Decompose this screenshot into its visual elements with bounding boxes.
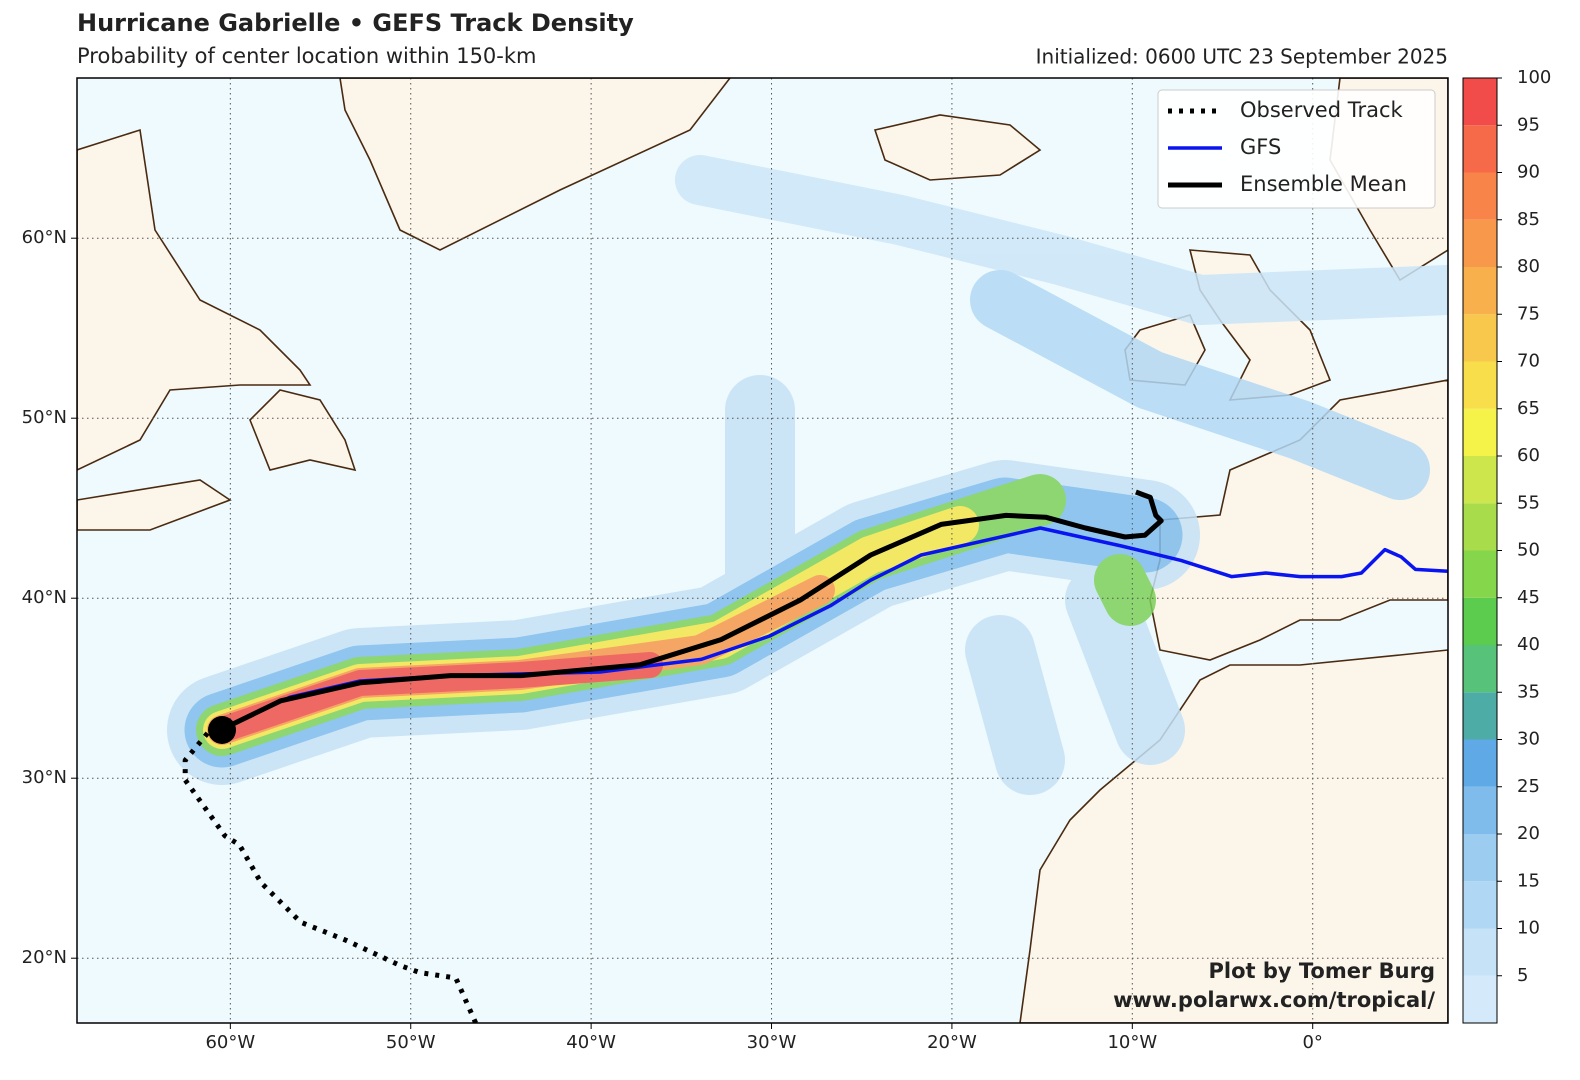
lon-label: 50°W [386,1032,436,1053]
colorbar-label: 35 [1517,681,1540,702]
colorbar-label: 65 [1517,398,1540,419]
colorbar-label: 25 [1517,776,1540,797]
initialized: Initialized: 0600 UTC 23 September 2025 [1036,45,1448,69]
map-frame [76,77,1449,1024]
colorbar-bin [1463,172,1497,220]
legend-label: Observed Track [1240,98,1403,122]
lon-label: 10°W [1107,1032,1157,1053]
lon-label: 30°W [747,1032,797,1053]
colorbar-bin [1463,597,1497,645]
credit-url: www.polarwx.com/tropical/ [1113,988,1435,1012]
lon-label: 60°W [205,1032,255,1053]
colorbar-label: 15 [1517,870,1540,891]
track [182,728,478,1023]
colorbar-bin [1463,881,1497,929]
colorbar-label: 50 [1517,540,1540,561]
legend: Observed Track GFS Ensemble Mean [1168,98,1407,196]
colorbar-bin [1463,503,1497,551]
credit: Plot by Tomer Burg [1209,959,1436,983]
graticule: 60°W 50°W 40°W 30°W 20°W 10°W 0° 20°N 30°N 40°N 50… [22,78,1448,1053]
lat-label: 20°N [22,947,67,968]
subtitle: Probability of center location within 15… [77,44,537,68]
colorbar-label: 60 [1517,445,1540,466]
colorbar-label: 70 [1517,351,1540,372]
track [220,489,1164,732]
lat-label: 60°N [22,227,67,248]
colorbar: 5 10 15 20 25 30 35 40 45 50 55 60 65 70 75 80 85 90 95 100 [1462,67,1551,1024]
colorbar-label: 85 [1517,209,1540,230]
colorbar-label: 45 [1517,587,1540,608]
colorbar-label: 30 [1517,729,1540,750]
colorbar-bin [1463,314,1497,362]
colorbar-label: 100 [1517,67,1551,88]
legend-box [1157,89,1436,209]
lat-label: 30°N [22,767,67,788]
lat-label: 40°N [22,587,67,608]
storm-position [208,716,236,744]
colorbar-bin [1463,786,1497,834]
colorbar-label: 20 [1517,823,1540,844]
colorbar-bin [1463,361,1497,409]
lon-label: 20°W [927,1032,977,1053]
colorbar-bin [1463,645,1497,693]
colorbar-label: 5 [1517,965,1528,986]
lon-label: 40°W [566,1032,616,1053]
colorbar-bin [1463,125,1497,173]
colorbar-label: 90 [1517,162,1540,183]
legend-label: GFS [1240,135,1281,159]
colorbar-label: 75 [1517,303,1540,324]
colorbar-bin [1463,928,1497,976]
colorbar-bin [1463,739,1497,787]
colorbar-bin [1463,78,1497,126]
lat-label: 50°N [22,407,67,428]
colorbar-bin [1463,456,1497,504]
colorbar-label: 55 [1517,492,1540,513]
colorbar-label: 10 [1517,918,1540,939]
title: Hurricane Gabrielle • GEFS Track Density [77,9,634,37]
legend-label: Ensemble Mean [1240,172,1407,196]
colorbar-bin [1463,219,1497,267]
colorbar-bin [1463,267,1497,315]
colorbar-bin [1463,408,1497,456]
colorbar-label: 40 [1517,634,1540,655]
colorbar-bin [1463,834,1497,882]
colorbar-bin [1463,975,1497,1023]
colorbar-label: 95 [1517,114,1540,135]
colorbar-label: 80 [1517,256,1540,277]
lon-label: 0° [1302,1032,1322,1053]
tracks [182,489,1448,1023]
colorbar-bin [1463,550,1497,598]
colorbar-bin [1463,692,1497,740]
